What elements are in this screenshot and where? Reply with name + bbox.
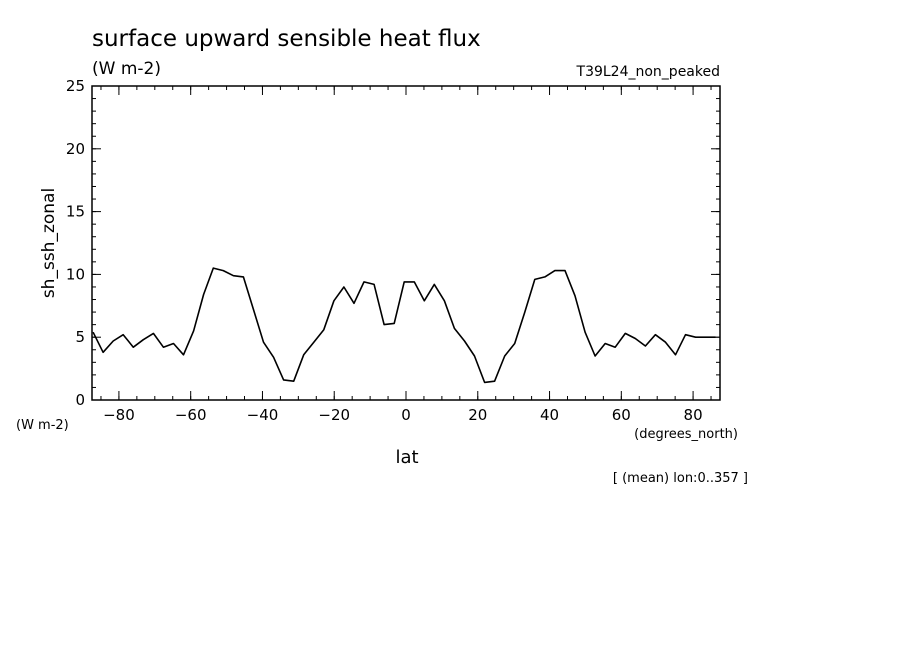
- x-tick-label: 60: [612, 406, 631, 424]
- x-axis-label: lat: [395, 447, 418, 468]
- x-tick-label: 40: [540, 406, 559, 424]
- minor-ticks: [92, 86, 720, 400]
- plot-frame: [91, 85, 721, 401]
- y-axis-label: sh_ssh_zonal: [39, 188, 59, 298]
- x-tick-label: 20: [468, 406, 487, 424]
- series-line-sh-ssh-zonal: [92, 267, 716, 384]
- chart-title: surface upward sensible heat flux: [92, 26, 481, 52]
- x-tick-label: −20: [318, 406, 350, 424]
- y-tick-labels: 0 5 10 15 20 25: [66, 77, 85, 409]
- major-ticks: [92, 85, 720, 401]
- x-tick-label: −80: [103, 406, 135, 424]
- y-tick-label: 15: [66, 203, 85, 221]
- x-tick-label: 0: [401, 406, 411, 424]
- y-tick-label: 20: [66, 140, 85, 158]
- x-axis-units: (degrees_north): [634, 427, 738, 442]
- chart-units: (W m-2): [92, 59, 161, 79]
- x-tick-labels: −80 −60 −40 −20 0 20 40 60 80: [103, 406, 703, 424]
- x-tick-label: −60: [175, 406, 207, 424]
- experiment-label: T39L24_non_peaked: [576, 64, 720, 80]
- y-tick-label: 5: [75, 328, 85, 346]
- y-tick-label: 0: [75, 391, 85, 409]
- x-tick-label: 80: [684, 406, 703, 424]
- y-tick-label: 25: [66, 77, 85, 95]
- footnote: [ (mean) lon:0..357 ]: [613, 471, 748, 486]
- x-tick-label: −40: [247, 406, 279, 424]
- y-tick-label: 10: [66, 265, 85, 283]
- y-axis-units: (W m-2): [16, 418, 69, 433]
